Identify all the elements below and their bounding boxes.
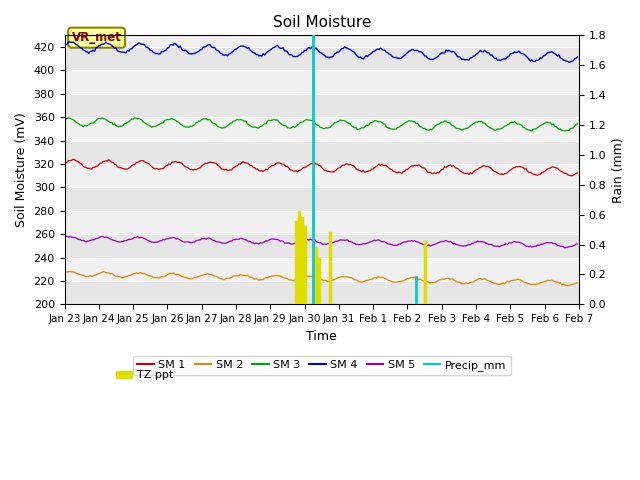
Bar (65, 94, 579, 117)
Title: Soil Moisture: Soil Moisture (273, 15, 371, 30)
Bar (65, 234, 579, 257)
X-axis label: Time: Time (307, 330, 337, 343)
Text: VR_met: VR_met (72, 31, 122, 44)
Y-axis label: Soil Moisture (mV): Soil Moisture (mV) (15, 112, 28, 227)
Y-axis label: Rain (mm): Rain (mm) (612, 137, 625, 203)
Bar (65, 187, 579, 211)
Bar (65, 47, 579, 71)
Legend: TZ ppt: TZ ppt (111, 366, 177, 385)
Bar (65, 141, 579, 164)
Bar (65, 281, 579, 304)
